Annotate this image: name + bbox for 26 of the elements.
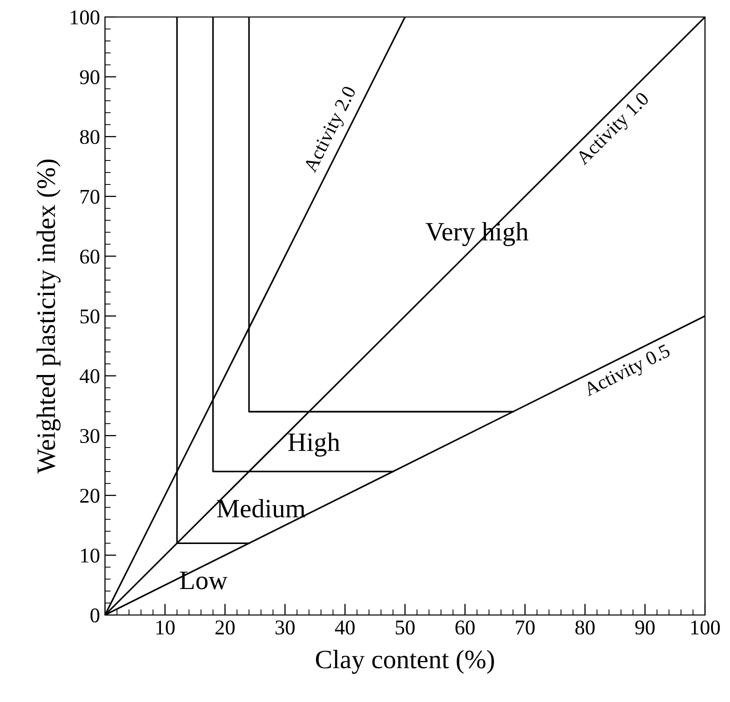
x-tick-label: 70 xyxy=(516,620,535,635)
x-axis-title: Clay content (%) xyxy=(316,650,494,674)
annotation: Low xyxy=(180,572,228,590)
y-tick-label: 90 xyxy=(80,70,100,84)
x-tick-label: 20 xyxy=(216,620,235,635)
y-tick-label: 40 xyxy=(80,369,100,384)
y-tick-label: 50 xyxy=(80,309,100,324)
y-tick-label: 100 xyxy=(70,10,100,24)
y-tick-label: 30 xyxy=(80,428,100,444)
y-tick-label: 20 xyxy=(80,488,100,503)
x-tick-label: 10 xyxy=(156,620,175,635)
y-tick-label: 10 xyxy=(81,548,100,563)
x-tick-label: 100 xyxy=(691,620,720,635)
annotation: Medium xyxy=(217,498,306,518)
y-tick-label: 60 xyxy=(80,250,100,264)
y-tick-label: 80 xyxy=(80,130,100,144)
y-tick-label: 70 xyxy=(80,190,100,204)
y-tick-label: 0 xyxy=(90,608,100,622)
x-tick-label: 80 xyxy=(575,620,595,635)
x-tick-label: 30 xyxy=(276,620,295,635)
x-tick-label: 40 xyxy=(334,620,355,635)
x-tick-label: 60 xyxy=(455,620,475,635)
x-tick-label: 90 xyxy=(635,620,655,635)
y-axis-title: Weighted plasticity index (%) xyxy=(36,160,61,474)
annotation: High xyxy=(288,432,340,457)
x-tick-label: 50 xyxy=(396,620,415,635)
